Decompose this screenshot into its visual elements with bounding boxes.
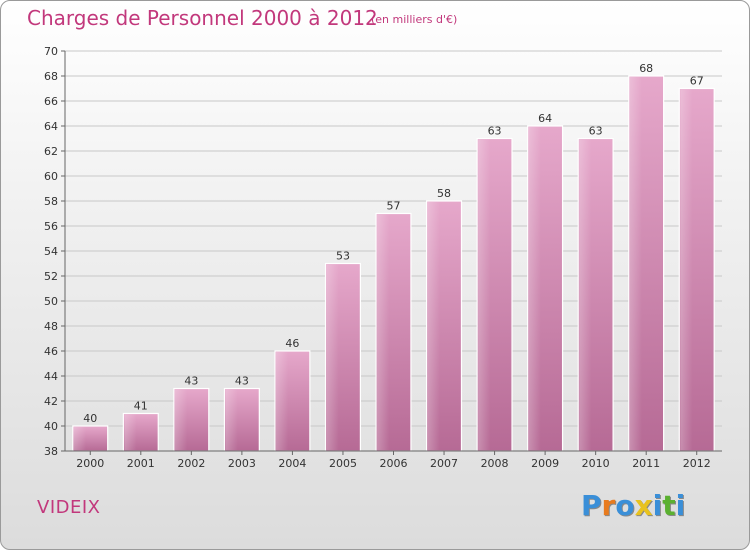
logo-letter: o — [615, 489, 635, 522]
y-tick-label: 48 — [44, 320, 58, 333]
x-tick-label: 2009 — [531, 457, 559, 470]
logo-letter: r — [601, 489, 616, 522]
bar-highlight — [73, 427, 87, 450]
y-tick-label: 62 — [44, 145, 58, 158]
data-label: 67 — [690, 75, 704, 88]
y-tick-label: 52 — [44, 270, 58, 283]
y-tick-label: 44 — [44, 370, 58, 383]
logo-letter: t — [662, 489, 676, 522]
data-label: 40 — [83, 412, 97, 425]
logo-letter: i — [675, 489, 686, 522]
y-tick-label: 60 — [44, 170, 58, 183]
bar-highlight — [275, 352, 289, 450]
bar-highlight — [478, 139, 491, 450]
data-label: 58 — [437, 187, 451, 200]
chart-title: Charges de Personnel 2000 à 2012 — [27, 6, 378, 30]
data-label: 64 — [538, 112, 552, 125]
data-label: 63 — [589, 125, 603, 138]
data-label: 63 — [488, 125, 502, 138]
data-label: 68 — [639, 62, 653, 75]
x-tick-label: 2001 — [127, 457, 155, 470]
x-tick-label: 2010 — [582, 457, 610, 470]
y-tick-label: 70 — [44, 45, 58, 58]
logo-letter: i — [652, 489, 663, 522]
y-tick-label: 46 — [44, 345, 58, 358]
bar-highlight — [326, 264, 339, 450]
data-label: 43 — [184, 375, 198, 388]
x-tick-label: 2004 — [278, 457, 306, 470]
bar-highlight — [124, 414, 137, 450]
bar-highlight — [528, 127, 541, 450]
data-label: 46 — [285, 337, 299, 350]
logo-letter: P — [581, 489, 602, 522]
bar-highlight — [680, 89, 693, 450]
bar-highlight — [377, 214, 390, 450]
bar-highlight — [579, 139, 592, 450]
y-tick-label: 64 — [44, 120, 58, 133]
x-tick-label: 2005 — [329, 457, 357, 470]
y-tick-label: 50 — [44, 295, 58, 308]
x-tick-label: 2002 — [177, 457, 205, 470]
chart-subtitle: (en milliers d'€) — [371, 13, 458, 26]
bar-highlight — [174, 389, 188, 450]
bar-highlight — [629, 77, 642, 450]
data-label: 43 — [235, 375, 249, 388]
logo-letter: x — [634, 489, 653, 522]
y-tick-label: 38 — [44, 445, 58, 458]
y-tick-label: 66 — [44, 95, 58, 108]
y-tick-label: 42 — [44, 395, 58, 408]
y-tick-label: 56 — [44, 220, 58, 233]
bar-highlight — [427, 202, 440, 450]
place-name: VIDEIX — [37, 497, 101, 518]
y-tick-label: 54 — [44, 245, 58, 258]
proxiti-logo: Proxiti — [581, 489, 685, 522]
data-label: 53 — [336, 250, 350, 263]
data-label: 57 — [387, 200, 401, 213]
x-tick-label: 2012 — [683, 457, 711, 470]
x-tick-label: 2007 — [430, 457, 458, 470]
x-tick-label: 2008 — [481, 457, 509, 470]
x-tick-label: 2000 — [76, 457, 104, 470]
y-tick-label: 58 — [44, 195, 58, 208]
y-tick-label: 40 — [44, 420, 58, 433]
x-tick-label: 2003 — [228, 457, 256, 470]
data-label: 41 — [134, 400, 148, 413]
x-tick-label: 2006 — [380, 457, 408, 470]
x-tick-label: 2011 — [632, 457, 660, 470]
y-tick-label: 68 — [44, 70, 58, 83]
bar-highlight — [225, 389, 238, 450]
